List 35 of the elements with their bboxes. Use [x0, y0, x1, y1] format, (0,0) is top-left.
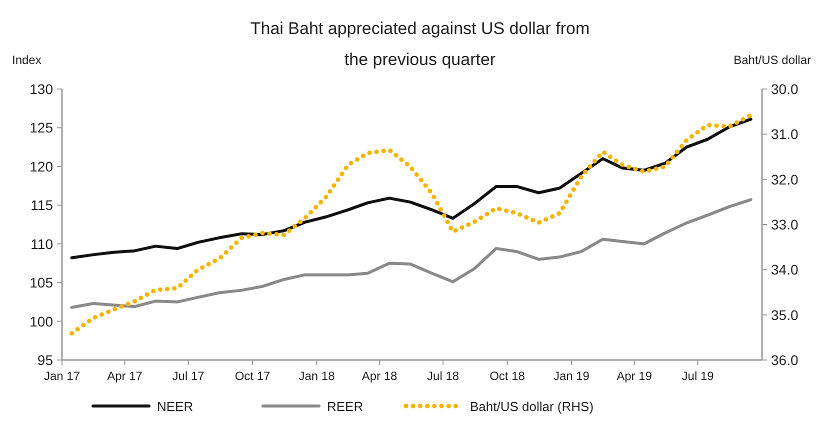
- y-tick-label: 95: [37, 352, 54, 368]
- y-tick-label: 110: [30, 236, 54, 252]
- y2-tick-label: 36.0: [771, 352, 798, 368]
- x-tick-label: Oct 17: [234, 369, 271, 383]
- x-tick-label: Jan 18: [298, 369, 336, 383]
- line-series: [70, 118, 752, 260]
- y-tick-label: 125: [30, 120, 54, 136]
- chart-title: Thai Baht appreciated against US dollar from the previous quarter: [250, 19, 590, 69]
- y-tick-label: 115: [30, 197, 54, 214]
- legend-label: Baht/US dollar (RHS): [470, 399, 594, 414]
- y-axis-title: Index: [12, 53, 42, 67]
- x-tick-label: Jul 17: [172, 369, 205, 383]
- y2-tick-label: 32.0: [771, 171, 798, 188]
- x-tick-label: Jul 18: [427, 369, 460, 383]
- line-series: [70, 198, 752, 309]
- legend-label: NEER: [157, 399, 194, 414]
- y2-tick-label: 35.0: [771, 306, 798, 323]
- x-tick-label: Oct 18: [490, 369, 526, 383]
- y2-tick-label: 33.0: [771, 216, 798, 232]
- y-tick-label: 120: [30, 158, 54, 174]
- legend-label: REER: [327, 399, 364, 414]
- x-tick-label: Jul 19: [682, 369, 714, 383]
- y2-tick-label: 31.0: [771, 126, 798, 142]
- x-tick-label: Jan 17: [44, 369, 80, 383]
- x-tick-label: Apr 18: [362, 369, 398, 383]
- y2-tick-label: 30.0: [771, 81, 798, 97]
- x-tick-label: Apr 17: [107, 369, 143, 383]
- line-series: [70, 112, 754, 336]
- y-tick-label: 105: [30, 274, 54, 291]
- y-tick-label: 130: [30, 81, 54, 97]
- x-tick-label: Jan 19: [553, 369, 590, 383]
- y2-axis-title: Baht/US dollar: [734, 53, 811, 67]
- y-tick-label: 100: [30, 313, 54, 330]
- y2-tick-label: 34.0: [771, 262, 798, 278]
- x-tick-label: Apr 19: [616, 369, 652, 383]
